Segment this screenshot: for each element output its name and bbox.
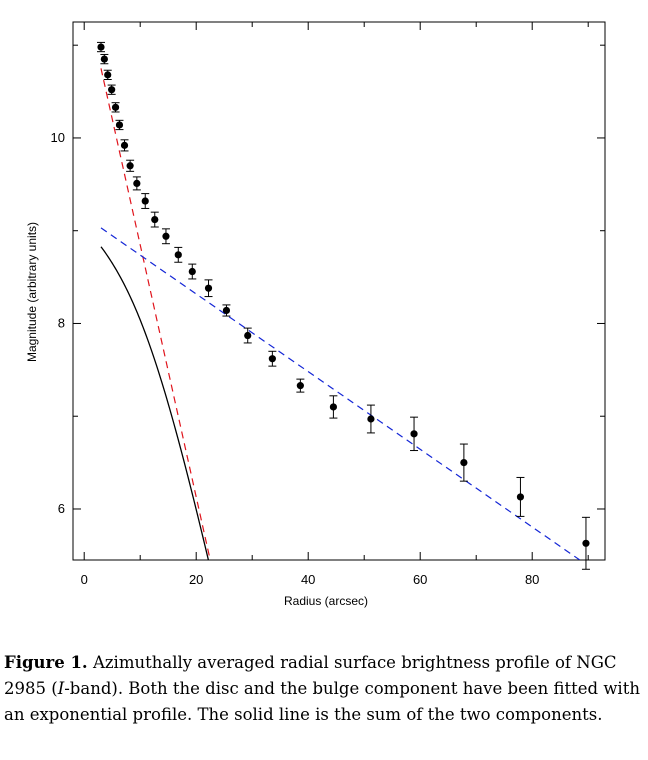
data-point [329,403,337,411]
model-lines [100,68,581,560]
caption-label: Figure 1. [4,653,88,672]
data-point [97,43,105,51]
plot-frame [72,21,606,561]
data-point [108,86,116,94]
data-point [204,284,213,292]
data-point [115,121,124,129]
data-point [174,251,182,259]
caption-band: I [57,679,65,698]
surface-brightness-chart: 0 20 40 60 80 10 8 6 Radius (arcsec) Magnitude … [25,21,606,608]
data-point [104,71,112,79]
data-point [126,162,134,170]
bulge-component-line [100,68,211,560]
data-point [141,197,149,205]
axis-ticks [73,22,605,560]
data-points [97,41,590,570]
axis-tick-labels: 0 20 40 60 80 10 8 6 [51,130,540,587]
plot-frame-rect [72,21,606,561]
data-point [100,55,108,63]
x-tick-label: 60 [413,572,427,587]
y-axis-label: Magnitude (arbitrary units) [25,222,39,362]
data-point [162,232,170,240]
data-point [268,355,276,363]
figure-caption: Figure 1. Azimuthally averaged radial su… [4,650,640,728]
data-point [244,331,252,340]
y-tick-label: 8 [58,315,65,330]
y-tick-label: 10 [51,130,65,145]
data-point [111,103,120,111]
data-point [222,306,231,315]
data-point [151,215,159,224]
caption-text: Azimuthally averaged radial surface brig… [4,653,617,698]
data-point [120,141,129,149]
data-point [410,430,418,438]
sum-model-line [100,246,210,560]
y-tick-label: 6 [58,501,65,516]
data-point [188,267,196,276]
x-tick-label: 40 [301,572,315,587]
caption-text-end: -band). Both the disc and the bulge comp… [4,679,640,724]
x-tick-label: 0 [81,572,88,587]
x-tick-label: 20 [189,572,203,587]
x-axis-label: Radius (arcsec) [284,594,368,608]
data-point [460,459,468,467]
data-point [367,415,375,423]
disc-component-line [100,227,581,560]
data-point [582,539,590,547]
x-tick-label: 80 [525,572,539,587]
data-point [516,493,525,501]
data-point [133,179,141,187]
data-point [296,382,304,390]
